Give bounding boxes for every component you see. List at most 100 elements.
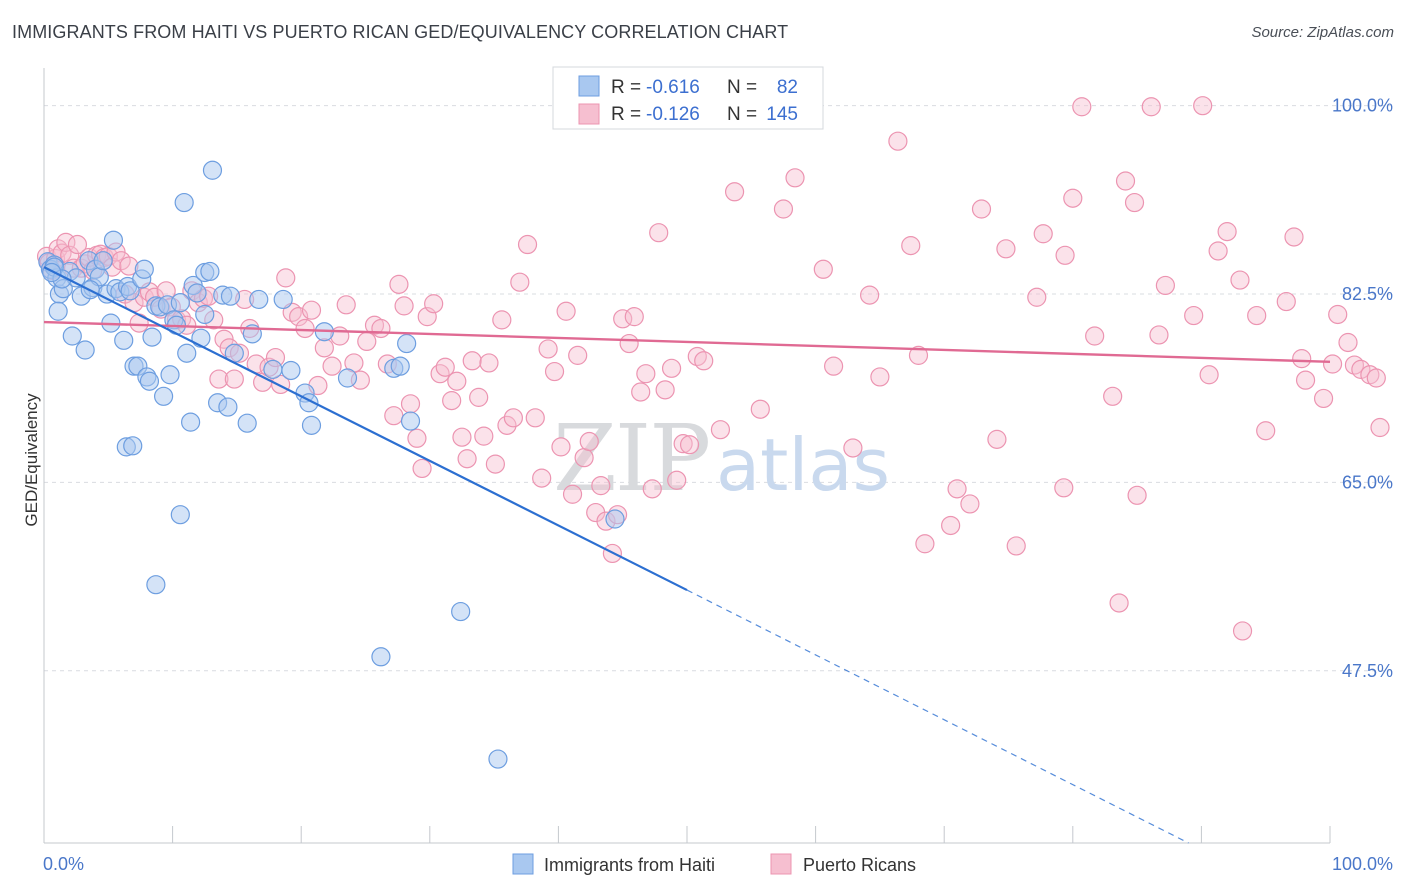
pr-point-77	[442, 391, 462, 411]
pr-point-92	[532, 468, 552, 488]
pr-point-68	[389, 274, 409, 294]
pr-point-155	[1276, 291, 1296, 312]
haiti-point-74	[371, 647, 391, 667]
y-tick-label-0: 47.5%	[1342, 661, 1393, 681]
watermark: ZIP atlas	[553, 405, 890, 512]
stats-haiti-n-label: N =	[727, 77, 757, 98]
haiti-point-39	[170, 293, 190, 313]
haiti-point-47	[200, 261, 220, 282]
pr-point-149	[1199, 365, 1219, 385]
pr-point-87	[497, 415, 517, 435]
haiti-point-22	[114, 330, 134, 350]
pr-point-153	[1247, 305, 1267, 326]
pr-point-117	[679, 435, 700, 455]
haiti-trend-line	[43, 266, 688, 592]
haiti-point-48	[202, 160, 223, 180]
pr-point-128	[860, 285, 880, 305]
pr-point-131	[901, 236, 921, 256]
axes	[43, 68, 1331, 844]
grid-lines	[44, 105, 1392, 672]
x-tick-label-0: 0.0%	[43, 854, 84, 874]
pr-point-99	[574, 448, 594, 468]
x-tick-labels: 0.0% 100.0%	[43, 854, 1393, 874]
pr-point-172	[1054, 478, 1074, 498]
pr-point-115	[667, 470, 687, 490]
pr-point-100	[579, 431, 599, 452]
legend-haiti-swatch	[512, 853, 534, 875]
pr-point-147	[1155, 275, 1175, 296]
pr-point-164	[1351, 359, 1371, 379]
pr-point-135	[971, 199, 992, 219]
pr-point-170	[960, 494, 980, 514]
pr-point-129	[870, 367, 890, 387]
legend: Immigrants from Haiti Puerto Ricans	[512, 853, 916, 875]
haiti-trend-extension	[686, 589, 1189, 844]
pr-point-94	[544, 361, 565, 382]
pr-point-120	[710, 420, 731, 440]
pr-point-169	[1033, 224, 1053, 244]
stats-pr-r-label: R =	[611, 104, 641, 125]
stats-pr-swatch	[578, 103, 600, 125]
haiti-point-75	[451, 601, 471, 622]
pr-point-127	[843, 438, 863, 458]
haiti-point-58	[281, 360, 301, 381]
pr-point-76	[435, 357, 455, 377]
pr-point-83	[474, 426, 494, 446]
haiti-point-30	[139, 371, 160, 391]
watermark-zip: ZIP	[553, 405, 709, 512]
haiti-point-61	[301, 415, 322, 435]
stats-pr-r-value: -0.126	[646, 104, 700, 125]
haiti-point-24	[120, 281, 140, 301]
pr-point-67	[384, 406, 404, 426]
haiti-point-28	[134, 259, 154, 279]
chart-source: Source: ZipAtlas.com	[1251, 24, 1394, 41]
pr-point-125	[813, 259, 833, 279]
pr-trend-line	[43, 320, 1331, 364]
pr-point-98	[568, 345, 588, 365]
pr-point-141	[1063, 188, 1083, 208]
pr-point-124	[785, 168, 805, 188]
pr-point-156	[1284, 227, 1304, 247]
haiti-point-63	[337, 368, 358, 388]
pr-point-134	[947, 479, 967, 499]
pr-point-97	[562, 484, 583, 504]
pr-point-119	[694, 351, 714, 371]
haiti-point-66	[397, 333, 417, 354]
pr-point-151	[1217, 222, 1237, 242]
legend-pr-label: Puerto Ricans	[803, 855, 916, 875]
pr-point-96	[556, 301, 576, 321]
haiti-point-44	[187, 283, 207, 303]
stats-haiti-r-label: R =	[611, 77, 641, 98]
stats-box: R = -0.616 N = 82 R = -0.126 N = 145	[552, 66, 824, 130]
pr-point-54	[295, 318, 315, 339]
pr-point-82	[469, 387, 489, 407]
pr-point-71	[407, 428, 427, 448]
pr-point-84	[479, 353, 499, 373]
pr-point-79	[452, 427, 472, 447]
pr-point-75	[430, 364, 450, 384]
haiti-point-6	[48, 301, 68, 321]
pr-point-89	[510, 272, 530, 292]
haiti-point-55	[249, 289, 269, 310]
haiti-point-77	[605, 509, 625, 529]
pr-point-39	[209, 369, 229, 389]
watermark-atlas: atlas	[716, 423, 890, 507]
pr-point-145	[1124, 192, 1145, 213]
pr-point-102	[591, 476, 611, 496]
haiti-point-31	[142, 327, 162, 347]
pr-point-144	[1115, 171, 1136, 191]
pr-point-126	[824, 356, 844, 376]
pr-point-139	[1027, 287, 1047, 307]
pr-point-143	[1103, 386, 1123, 406]
pr-point-112	[649, 223, 669, 243]
pr-point-159	[1313, 388, 1334, 409]
haiti-point-71	[146, 575, 166, 595]
chart-title: IMMIGRANTS FROM HAITI VS PUERTO RICAN GE…	[12, 22, 789, 42]
pr-point-114	[661, 358, 682, 378]
pr-point-168	[1127, 485, 1147, 505]
haiti-point-34	[153, 386, 174, 406]
pr-point-58	[322, 356, 342, 376]
pr-point-110	[636, 364, 656, 384]
pr-point-167	[1370, 417, 1390, 438]
